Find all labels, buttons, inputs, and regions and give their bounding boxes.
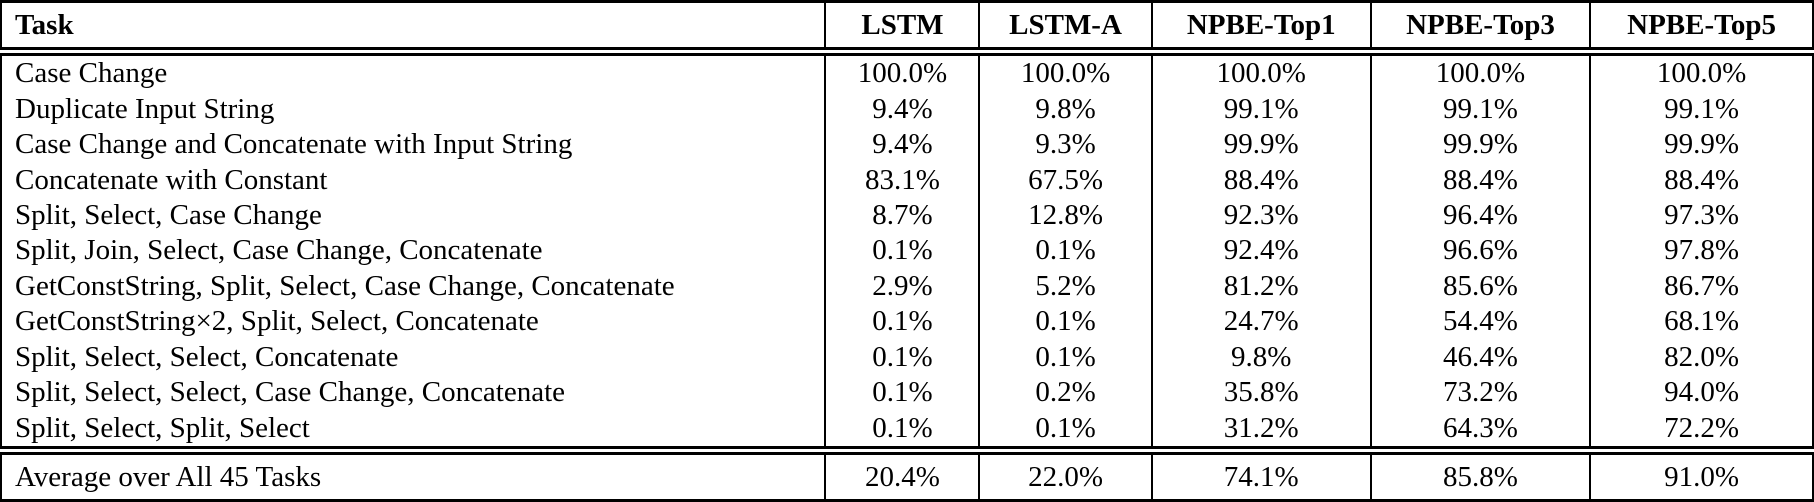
- value-cell: 100.0%: [978, 51, 1153, 92]
- table-row: Split, Select, Split, Select 0.1% 0.1% 31.2…: [0, 410, 1814, 451]
- table-row: Case Change 100.0% 100.0% 100.0% 100.0% 100.0…: [0, 51, 1814, 92]
- value-cell: 100.0%: [1589, 51, 1814, 92]
- value-cell: 0.1%: [824, 233, 981, 269]
- average-value-cell: 74.1%: [1150, 446, 1372, 502]
- value-cell: 0.1%: [824, 375, 981, 411]
- column-header: NPBE-Top3: [1369, 0, 1592, 56]
- table-row: Duplicate Input String 9.4% 9.8% 99.1% 99.1%…: [0, 91, 1814, 127]
- table-row: Split, Select, Select, Case Change, Conc…: [0, 375, 1814, 411]
- column-header: NPBE-Top5: [1589, 0, 1814, 56]
- value-cell: 81.2%: [1150, 268, 1372, 305]
- task-cell: GetConstString, Split, Select, Case Chan…: [0, 268, 827, 305]
- value-cell: 88.4%: [1150, 162, 1372, 198]
- header-row: Task LSTM LSTM-A NPBE-Top1 NPBE-Top3 NPBE-Top…: [0, 0, 1814, 56]
- value-cell: 9.4%: [824, 91, 981, 127]
- value-cell: 83.1%: [824, 162, 981, 198]
- value-cell: 0.1%: [978, 339, 1153, 375]
- value-cell: 73.2%: [1369, 375, 1592, 411]
- value-cell: 88.4%: [1369, 162, 1592, 198]
- table-row: Split, Join, Select, Case Change, Concat…: [0, 233, 1814, 269]
- value-cell: 88.4%: [1589, 162, 1814, 198]
- task-cell: Case Change: [0, 51, 827, 92]
- average-value-cell: 85.8%: [1369, 446, 1592, 502]
- column-header: LSTM: [824, 0, 981, 56]
- value-cell: 99.9%: [1589, 126, 1814, 163]
- value-cell: 24.7%: [1150, 304, 1372, 340]
- value-cell: 64.3%: [1369, 410, 1592, 451]
- value-cell: 0.1%: [978, 304, 1153, 340]
- value-cell: 100.0%: [824, 51, 981, 92]
- value-cell: 99.9%: [1150, 126, 1372, 163]
- task-cell: Split, Select, Split, Select: [0, 410, 827, 451]
- average-label-cell: Average over All 45 Tasks: [0, 446, 827, 502]
- column-header: LSTM-A: [978, 0, 1153, 56]
- value-cell: 96.4%: [1369, 197, 1592, 234]
- value-cell: 99.1%: [1589, 91, 1814, 127]
- value-cell: 2.9%: [824, 268, 981, 305]
- value-cell: 92.4%: [1150, 233, 1372, 269]
- value-cell: 9.8%: [978, 91, 1153, 127]
- value-cell: 99.9%: [1369, 126, 1592, 163]
- task-cell: Split, Join, Select, Case Change, Concat…: [0, 233, 827, 269]
- value-cell: 12.8%: [978, 197, 1153, 234]
- value-cell: 0.1%: [824, 339, 981, 375]
- task-cell: Duplicate Input String: [0, 91, 827, 127]
- value-cell: 100.0%: [1369, 51, 1592, 92]
- value-cell: 72.2%: [1589, 410, 1814, 451]
- value-cell: 94.0%: [1589, 375, 1814, 411]
- value-cell: 82.0%: [1589, 339, 1814, 375]
- table-row: Case Change and Concatenate with Input S…: [0, 126, 1814, 163]
- value-cell: 99.1%: [1369, 91, 1592, 127]
- value-cell: 97.8%: [1589, 233, 1814, 269]
- value-cell: 0.1%: [824, 304, 981, 340]
- value-cell: 9.3%: [978, 126, 1153, 163]
- average-value-cell: 91.0%: [1589, 446, 1814, 502]
- value-cell: 8.7%: [824, 197, 981, 234]
- column-header-task: Task: [0, 0, 827, 56]
- task-cell: Split, Select, Select, Concatenate: [0, 339, 827, 375]
- table-row: GetConstString, Split, Select, Case Chan…: [0, 268, 1814, 305]
- average-value-cell: 20.4%: [824, 446, 981, 502]
- value-cell: 0.2%: [978, 375, 1153, 411]
- value-cell: 5.2%: [978, 268, 1153, 305]
- value-cell: 99.1%: [1150, 91, 1372, 127]
- column-header: NPBE-Top1: [1150, 0, 1372, 56]
- value-cell: 9.4%: [824, 126, 981, 163]
- task-cell: Case Change and Concatenate with Input S…: [0, 126, 827, 163]
- value-cell: 67.5%: [978, 162, 1153, 198]
- value-cell: 96.6%: [1369, 233, 1592, 269]
- value-cell: 0.1%: [978, 233, 1153, 269]
- value-cell: 92.3%: [1150, 197, 1372, 234]
- value-cell: 9.8%: [1150, 339, 1372, 375]
- value-cell: 85.6%: [1369, 268, 1592, 305]
- average-row: Average over All 45 Tasks 20.4% 22.0% 74.1%…: [0, 446, 1814, 502]
- average-value-cell: 22.0%: [978, 446, 1153, 502]
- value-cell: 35.8%: [1150, 375, 1372, 411]
- task-cell: GetConstString×2, Split, Select, Concate…: [0, 304, 827, 340]
- task-cell: Split, Select, Select, Case Change, Conc…: [0, 375, 827, 411]
- value-cell: 0.1%: [978, 410, 1153, 451]
- value-cell: 31.2%: [1150, 410, 1372, 451]
- value-cell: 54.4%: [1369, 304, 1592, 340]
- value-cell: 97.3%: [1589, 197, 1814, 234]
- table-row: Split, Select, Select, Concatenate 0.1% 0.…: [0, 339, 1814, 375]
- value-cell: 100.0%: [1150, 51, 1372, 92]
- value-cell: 0.1%: [824, 410, 981, 451]
- task-cell: Concatenate with Constant: [0, 162, 827, 198]
- value-cell: 68.1%: [1589, 304, 1814, 340]
- table-body: Case Change 100.0% 100.0% 100.0% 100.0% 100.0…: [0, 51, 1814, 451]
- value-cell: 86.7%: [1589, 268, 1814, 305]
- table-row: Split, Select, Case Change 8.7% 12.8% 92.3%…: [0, 197, 1814, 234]
- value-cell: 46.4%: [1369, 339, 1592, 375]
- task-cell: Split, Select, Case Change: [0, 197, 827, 234]
- table-row: Concatenate with Constant 83.1% 67.5% 88.4%…: [0, 162, 1814, 198]
- table-row: GetConstString×2, Split, Select, Concate…: [0, 304, 1814, 340]
